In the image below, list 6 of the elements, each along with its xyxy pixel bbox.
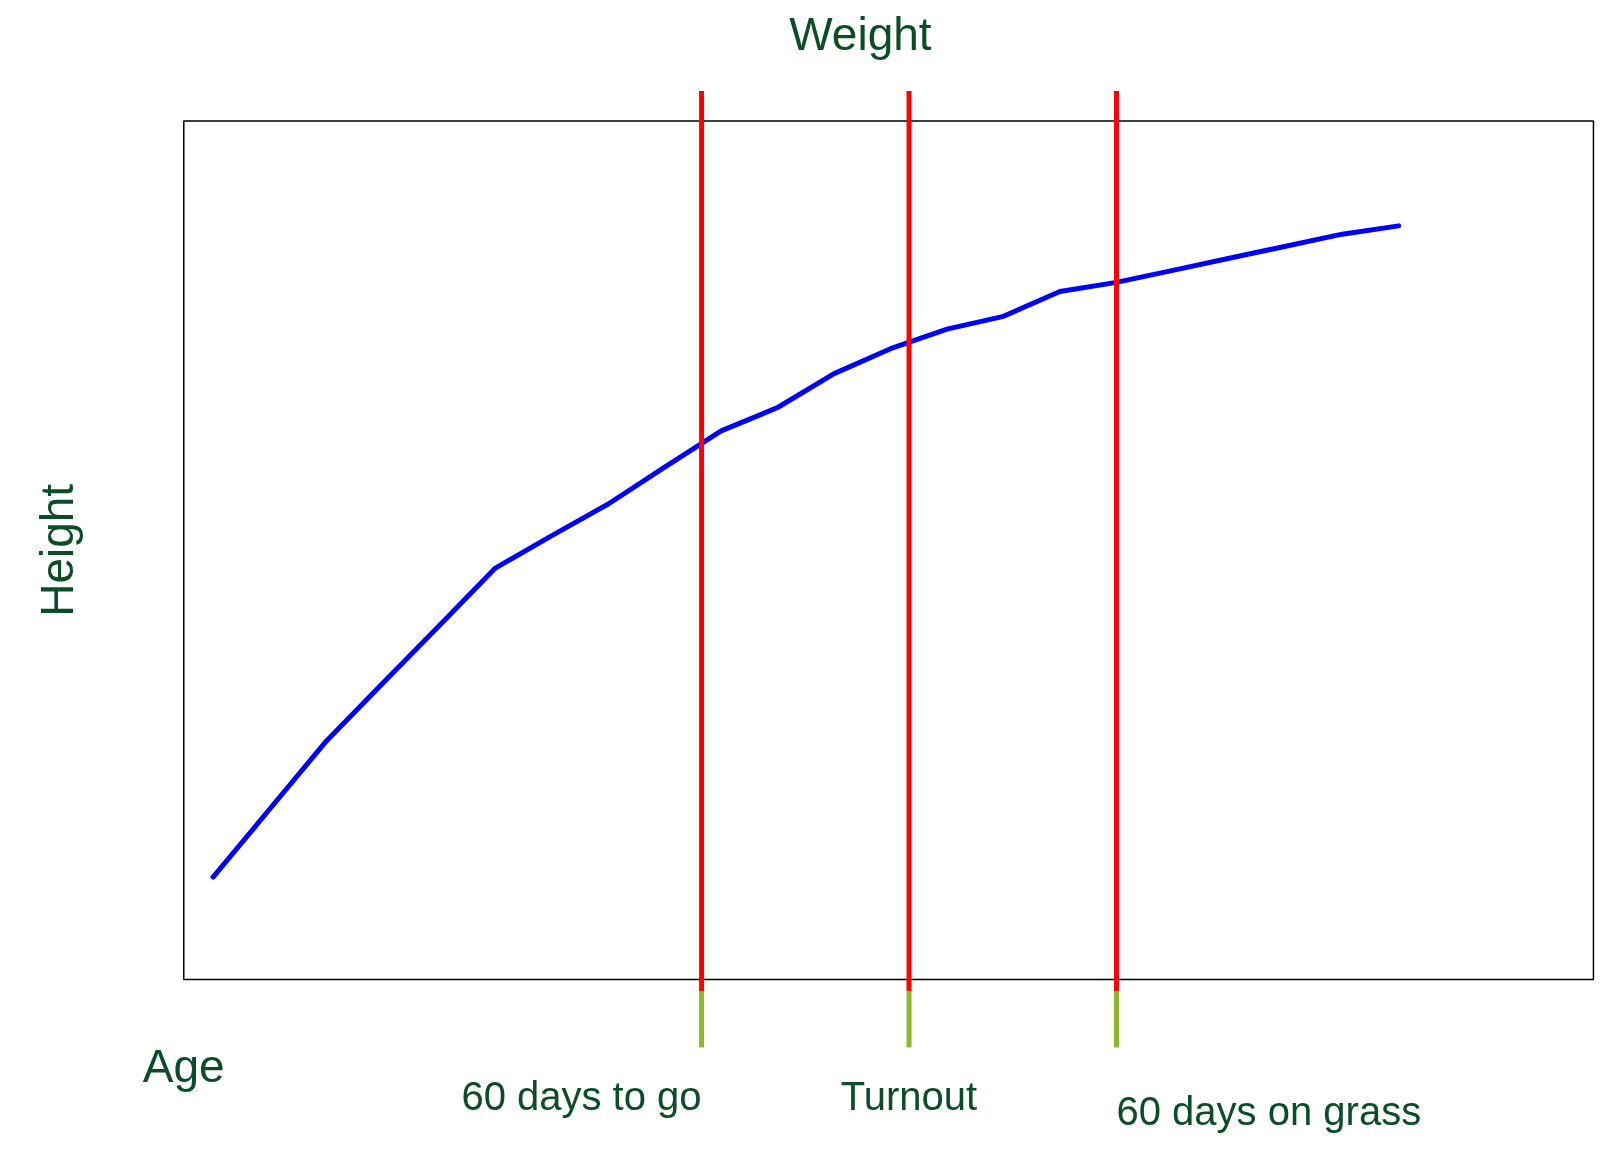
x-axis-title: Age [142,1039,225,1092]
text: Turnout [840,1073,978,1118]
y-axis-title: Height [30,483,83,617]
text: 60 days on grass [1116,1088,1422,1133]
chart-title: Weight [789,8,932,61]
text: 60 days to go [461,1073,702,1118]
